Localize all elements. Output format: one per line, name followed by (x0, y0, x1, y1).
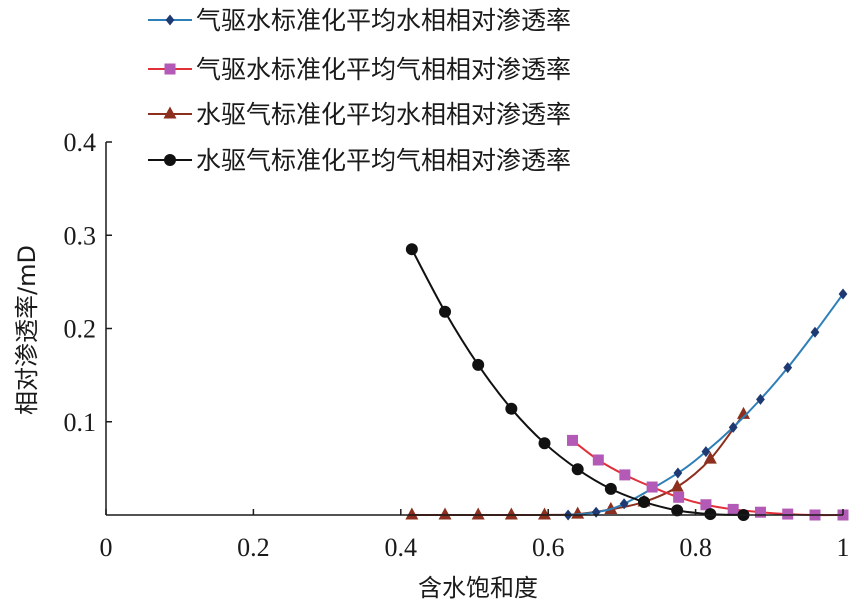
y-tick-label: 0.2 (64, 315, 97, 344)
series-1-point-10 (838, 288, 848, 300)
x-axis-title: 含水饱和度 (418, 574, 538, 602)
x-tick-label: 1 (837, 533, 850, 562)
series-2-point-5 (673, 491, 685, 503)
y-axis-title: 相对渗透率/mD (13, 245, 41, 415)
series-2-point-3 (619, 469, 631, 481)
series-4-point-2 (439, 305, 452, 318)
series-1-point-7 (756, 393, 765, 405)
legend-label: 水驱气标准化平均气相相对渗透率 (196, 146, 571, 175)
legend-item-4: 水驱气标准化平均气相相对渗透率 (148, 146, 571, 175)
legend-item-3: 水驱气标准化平均水相相对渗透率 (148, 100, 571, 129)
series-1-point-2 (591, 506, 601, 518)
series-3-point-10 (703, 451, 717, 464)
x-tick-label: 0.2 (237, 533, 270, 562)
legend-swatch-marker (165, 14, 175, 26)
x-tick-label: 0 (100, 533, 113, 562)
series-3-point-6 (571, 506, 585, 519)
series-1 (563, 288, 848, 521)
series-4-point-1 (405, 243, 418, 256)
series-3-point-1 (405, 507, 419, 520)
y-tick-label: 0.4 (64, 128, 97, 157)
legend-label: 水驱气标准化平均水相相对渗透率 (196, 100, 571, 129)
y-tick-label: 0.1 (64, 408, 97, 437)
series-1-point-9 (810, 326, 820, 338)
series-3-point-5 (538, 507, 552, 520)
series-2-point-4 (646, 481, 658, 493)
series-4-point-7 (604, 482, 617, 495)
y-tick-label: 0.3 (64, 221, 97, 250)
series-3-point-11 (737, 406, 751, 419)
series-2-point-9 (782, 508, 794, 520)
plot-area (405, 243, 849, 521)
series-2-point-1 (567, 434, 579, 446)
series-4-point-3 (472, 358, 485, 371)
legend-swatch-marker (163, 106, 177, 119)
series-2-point-2 (592, 454, 604, 466)
legend-item-2: 气驱水标准化平均气相相对渗透率 (148, 55, 571, 84)
series-3-point-3 (471, 507, 485, 520)
series-4-point-4 (505, 402, 518, 415)
series-4-point-6 (571, 463, 584, 476)
series-1-line (567, 293, 844, 516)
series-4-point-8 (638, 495, 651, 508)
series-2-point-7 (727, 503, 739, 515)
series-1-point-6 (728, 421, 738, 433)
legend-label: 气驱水标准化平均气相相对渗透率 (196, 55, 571, 84)
series-4 (405, 243, 750, 521)
x-tick-label: 0.6 (532, 533, 565, 562)
legend-item-1: 气驱水标准化平均水相相对渗透率 (148, 6, 571, 35)
legend-label: 气驱水标准化平均水相相对渗透率 (196, 6, 571, 35)
series-1-point-4 (673, 467, 683, 479)
legend: 气驱水标准化平均水相相对渗透率气驱水标准化平均气相相对渗透率水驱气标准化平均水相… (148, 6, 571, 175)
series-3-point-2 (438, 507, 452, 520)
series-4-point-10 (704, 508, 717, 521)
legend-swatch-marker (164, 63, 176, 75)
series-3-point-4 (504, 507, 518, 520)
x-tick-label: 0.8 (679, 533, 712, 562)
series-4-point-5 (538, 437, 551, 450)
series-1-point-5 (701, 446, 711, 458)
series-1-point-8 (783, 362, 793, 374)
series-1-point-3 (619, 498, 629, 510)
legend-swatch-marker (164, 154, 176, 166)
series-3-point-9 (670, 479, 684, 492)
series-2-point-8 (754, 506, 766, 518)
series-2-point-6 (700, 499, 712, 511)
x-tick-label: 0.4 (385, 533, 418, 562)
series-4-point-9 (671, 504, 684, 517)
